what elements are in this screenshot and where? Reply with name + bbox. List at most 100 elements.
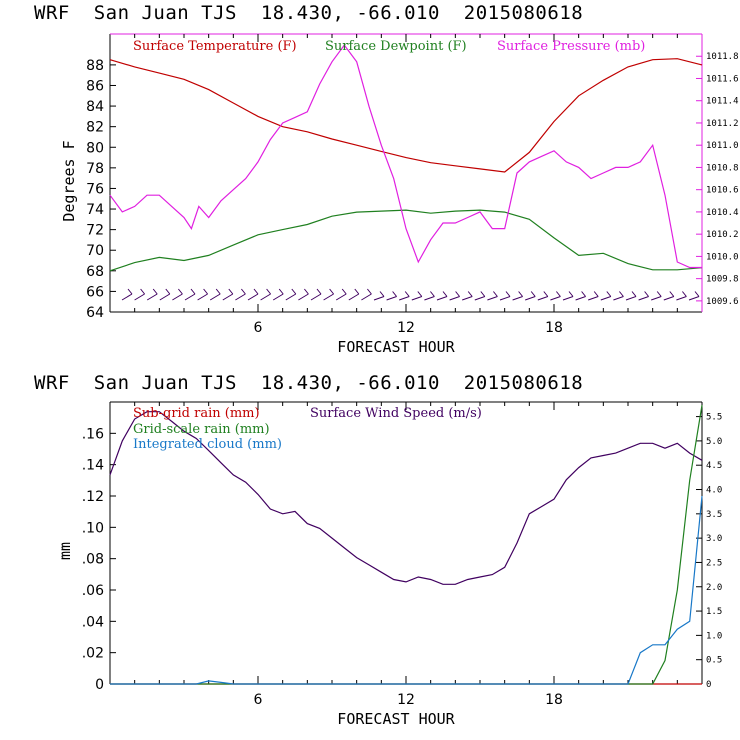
wind-barb-flag (543, 291, 549, 297)
left-tick-label: .04 (82, 614, 104, 630)
right-tick-label: 1010.4 (706, 208, 739, 218)
left-tick-label: .06 (82, 583, 104, 599)
wind-barb (335, 293, 347, 301)
x-tick-label: 6 (254, 692, 263, 708)
wind-barb-flag (367, 288, 372, 295)
wind-barb (399, 296, 410, 301)
wind-barb (588, 296, 599, 301)
right-tick-label: 1.5 (706, 607, 722, 617)
wind-barb-flag (190, 288, 196, 295)
x-tick-label: 6 (254, 320, 263, 336)
left-tick-label: 68 (86, 264, 104, 280)
wind-barb (512, 296, 523, 301)
left-tick-label: .08 (82, 552, 104, 568)
wind-barb-flag (593, 291, 599, 297)
wind-barb (272, 293, 284, 301)
wind-barb-flag (530, 291, 536, 297)
right-tick-label: 1009.6 (706, 297, 739, 307)
y-axis-title: mm (56, 542, 74, 560)
wind-barb-flag (203, 288, 208, 295)
chart-title: WRF San Juan TJS 18.430, -66.010 2015080… (34, 372, 584, 394)
right-tick-label: 3.0 (706, 534, 722, 544)
wind-barb-flag (241, 288, 246, 295)
wind-barb-flag (669, 291, 675, 297)
wind-barb-flag (354, 288, 360, 295)
right-tick-label: 4.0 (706, 486, 722, 496)
wind-barb-flag (215, 288, 221, 295)
right-tick-label: 1011.2 (706, 119, 739, 129)
left-tick-label: 82 (86, 120, 104, 136)
legend-entry: Integrated cloud (mm) (133, 437, 282, 452)
wind-barb (424, 296, 435, 301)
right-tick-label: 3.5 (706, 510, 722, 520)
wind-barb-flag (518, 291, 523, 297)
wind-barb-flag (152, 288, 158, 295)
right-tick-label: 0 (706, 680, 711, 690)
left-tick-label: .16 (82, 426, 104, 442)
series-line-surface-dewpoint-f (109, 209, 703, 272)
series-line-surface-wind-speed-m-s (109, 411, 703, 585)
wind-barb (361, 293, 372, 301)
wind-barb-flag (606, 291, 612, 297)
wind-barb-flag (455, 291, 460, 297)
wind-barb (562, 296, 574, 301)
wind-barb-flag (228, 288, 234, 295)
legend-entry: Surface Wind Speed (m/s) (310, 406, 482, 421)
wind-barb-flag (178, 288, 183, 295)
wind-barb-flag (278, 288, 284, 295)
wind-barb (222, 293, 234, 301)
wind-barb (411, 296, 422, 301)
y-axis-title: Degrees F (60, 140, 78, 221)
right-tick-label: 2.0 (706, 583, 722, 593)
wind-barb (146, 293, 158, 301)
wind-barb-flag (165, 288, 171, 295)
right-tick-label: 1010.6 (706, 186, 739, 196)
wind-barb-flag (404, 291, 410, 297)
wind-barb-flag (430, 291, 435, 297)
wind-barb (663, 296, 674, 301)
left-tick-label: .02 (82, 646, 104, 662)
surface-chart-svg: 64 66 68 70 72 74 76 78 80 82 84 86 88 1009.6 1009.8 10… (60, 33, 739, 356)
right-tick-label: 1011.0 (706, 141, 739, 151)
legend-entry: Surface Temperature (F) (133, 39, 297, 54)
precip-wind-panel: WRF San Juan TJS 18.430, -66.010 2015080… (0, 370, 740, 740)
wind-barb (197, 293, 208, 301)
wind-barb (121, 293, 133, 301)
wind-barb (172, 293, 183, 301)
wind-barb (159, 293, 171, 301)
left-tick-label: 64 (86, 305, 104, 321)
left-tick-label: 86 (86, 78, 104, 94)
wind-barb (499, 296, 511, 301)
series-line-surface-pressure-mb (109, 44, 702, 269)
x-tick-label: 18 (545, 320, 563, 336)
wind-barb-flag (568, 291, 574, 297)
left-tick-label: 80 (86, 140, 104, 156)
left-tick-label: .14 (82, 458, 104, 474)
left-tick-label: .10 (82, 520, 104, 536)
right-tick-label: 2.5 (706, 558, 722, 568)
x-tick-label: 12 (397, 692, 415, 708)
wind-barb-flag (127, 288, 133, 295)
wind-barb (323, 293, 334, 301)
wind-barb-flag (581, 291, 586, 297)
wind-barb-flag (304, 288, 309, 295)
left-tick-label: 72 (86, 223, 104, 239)
wind-barb (525, 296, 536, 301)
wind-barb (348, 293, 360, 301)
left-tick-label: 0 (95, 677, 104, 693)
left-tick-label: 88 (86, 58, 104, 74)
right-tick-label: 1011.4 (706, 97, 739, 107)
right-tick-label: 1011.8 (706, 52, 739, 62)
series-line-surface-temperature-f (109, 58, 703, 173)
wind-barb (487, 296, 498, 301)
left-tick-label: 66 (86, 284, 104, 300)
right-tick-label: 1010.2 (706, 230, 739, 240)
wind-barb-flag (253, 288, 259, 295)
wind-barb-flag (480, 291, 486, 297)
right-tick-label: 4.5 (706, 461, 722, 471)
wind-barb-flag (140, 288, 145, 295)
wind-barb (449, 296, 460, 301)
wind-barb-flag (556, 291, 561, 297)
wind-barb (676, 296, 687, 301)
right-tick-label: 0.5 (706, 656, 722, 666)
